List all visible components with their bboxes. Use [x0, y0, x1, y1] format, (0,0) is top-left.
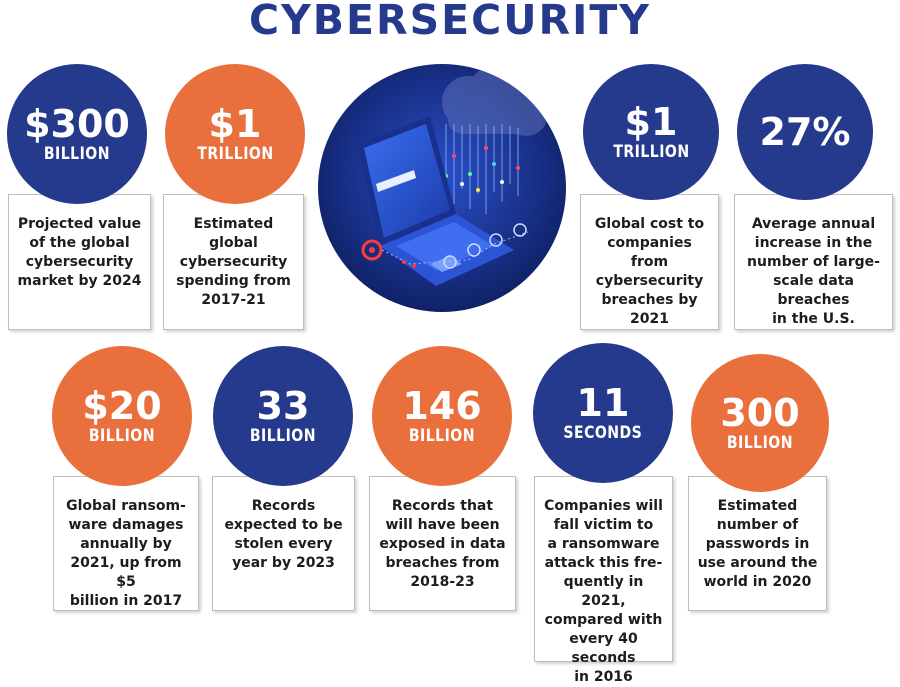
stat-value: 300	[720, 391, 800, 435]
stat-card-6: Records expected to be stolen every year by…	[212, 476, 355, 611]
stat-description: Estimated global cybersecurity spending fr…	[176, 216, 291, 308]
stat-circle-9: 300 BILLION	[691, 354, 829, 492]
stat-circle-8: 11 SECONDS	[533, 343, 673, 483]
stat-unit: BILLION	[249, 426, 317, 446]
stat-value: $1	[208, 102, 262, 146]
stat-unit: BILLION	[726, 433, 794, 453]
stat-value: $300	[24, 102, 130, 146]
stat-card-9: Estimated number of passwords in use around…	[688, 476, 827, 611]
stat-circle-2: $1 TRILLION	[165, 64, 305, 204]
stat-circle-4: 27%	[737, 64, 873, 200]
laptop-cloud-illustration	[318, 64, 566, 312]
page-title: CYBERSECURITY	[248, 0, 651, 44]
stat-unit: BILLION	[43, 144, 111, 164]
stat-description: Average annual increase in the number of l…	[747, 216, 880, 327]
stat-card-3: Global cost to companies from cybersecurit…	[580, 194, 719, 330]
stat-value: $20	[82, 384, 162, 428]
stat-description: Estimated number of passwords in use around…	[697, 498, 818, 590]
stat-unit: SECONDS	[563, 423, 643, 443]
stat-circle-7: 146 BILLION	[372, 346, 512, 486]
stat-card-2: Estimated global cybersecurity spending fr…	[163, 194, 304, 330]
stat-unit: BILLION	[408, 426, 476, 446]
stat-value: 11	[576, 381, 630, 425]
stat-value: $1	[624, 100, 678, 144]
stat-circle-1: $300 BILLION	[7, 64, 147, 204]
stat-circle-5: $20 BILLION	[52, 346, 192, 486]
stat-description: Companies will fall victim to a ransomware…	[544, 498, 663, 685]
stat-card-8: Companies will fall victim to a ransomware…	[534, 476, 673, 685]
stat-value: 146	[402, 384, 482, 428]
stat-circle-6: 33 BILLION	[213, 346, 353, 486]
stat-card-1: Projected value of the global cybersecurit…	[8, 194, 151, 330]
stat-card-4: Average annual increase in the number of l…	[734, 194, 893, 330]
stat-description: Global cost to companies from cybersecurit…	[594, 216, 705, 327]
stat-description: Records expected to be stolen every year by…	[224, 498, 343, 571]
stat-value: 33	[256, 384, 310, 428]
stat-unit: TRILLION	[612, 142, 690, 162]
stat-card-7: Records that will have been exposed in dat…	[369, 476, 516, 611]
stat-value: 27%	[759, 110, 851, 154]
stat-description: Global ransom-ware damages annually by 202…	[66, 498, 186, 609]
stat-unit: BILLION	[88, 426, 156, 446]
stat-description: Projected value of the global cybersecurit…	[17, 216, 142, 289]
stat-circle-3: $1 TRILLION	[583, 64, 719, 200]
stat-card-5: Global ransom-ware damages annually by 202…	[53, 476, 199, 611]
stat-unit: TRILLION	[196, 144, 274, 164]
stat-description: Records that will have been exposed in dat…	[379, 498, 506, 590]
